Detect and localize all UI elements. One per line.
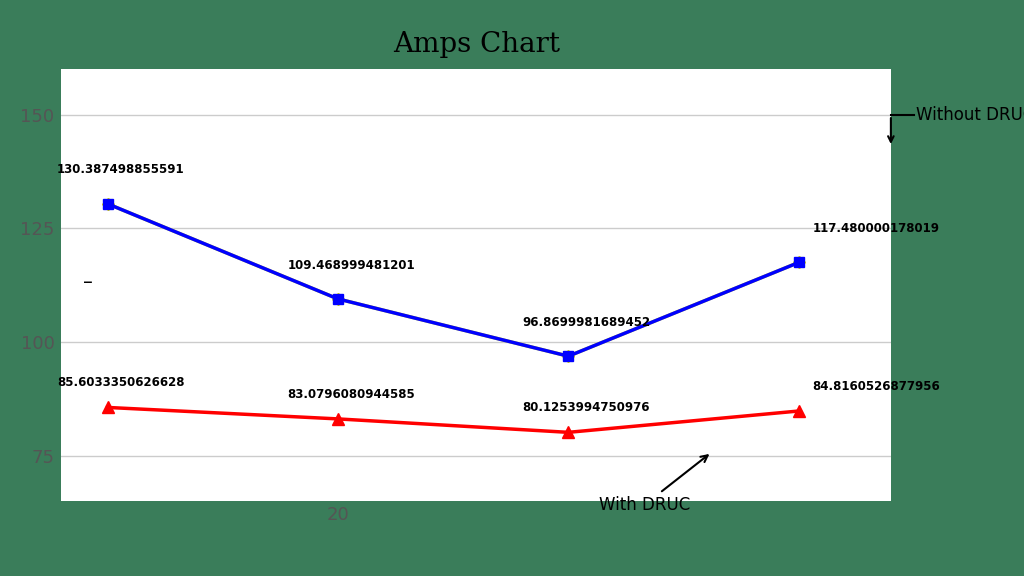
Text: 96.8699981689452: 96.8699981689452 (522, 316, 650, 329)
Text: 80.1253994750976: 80.1253994750976 (522, 401, 650, 414)
Text: Without DRUC: Without DRUC (916, 106, 1024, 124)
Title: Amps Chart: Amps Chart (392, 32, 560, 58)
Text: –: – (83, 274, 92, 293)
Text: 109.468999481201: 109.468999481201 (288, 259, 415, 272)
Text: 83.0796080944585: 83.0796080944585 (288, 388, 415, 401)
Text: With DRUC: With DRUC (599, 455, 708, 514)
Text: 85.6033350626628: 85.6033350626628 (57, 376, 184, 389)
Text: 117.480000178019: 117.480000178019 (813, 222, 940, 235)
Text: 84.8160526877956: 84.8160526877956 (813, 380, 940, 393)
Text: 130.387498855591: 130.387498855591 (57, 164, 184, 176)
